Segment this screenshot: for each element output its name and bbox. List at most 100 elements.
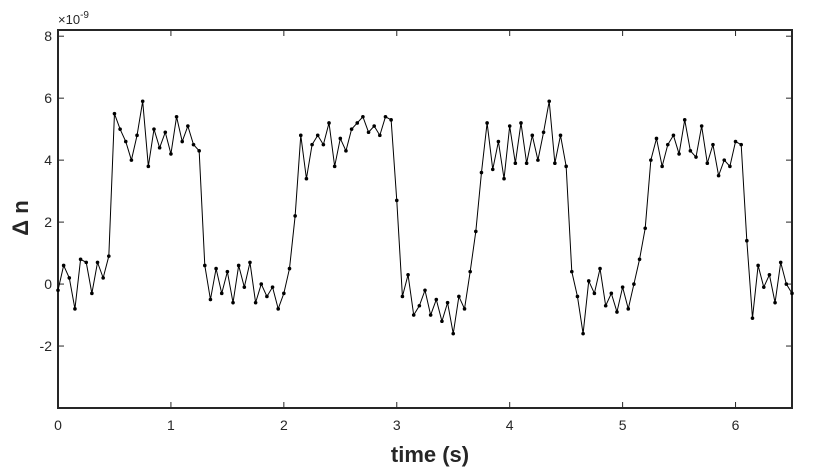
data-point — [468, 269, 472, 274]
data-point — [123, 139, 128, 144]
data-point — [219, 291, 224, 296]
data-point — [694, 155, 698, 159]
data-point — [400, 294, 405, 299]
data-point — [660, 164, 664, 169]
x-tick-label: 4 — [506, 417, 514, 433]
data-point — [293, 214, 297, 218]
data-point — [112, 111, 117, 116]
data-point — [716, 173, 721, 178]
data-point — [423, 288, 427, 293]
data-point — [157, 145, 162, 150]
data-point — [564, 164, 568, 169]
data-point — [417, 303, 422, 308]
data-point — [56, 288, 60, 293]
plot-frame — [57, 29, 793, 409]
data-point — [253, 300, 258, 305]
data-point — [603, 303, 608, 308]
data-point — [637, 257, 642, 262]
data-point — [767, 272, 772, 277]
y-tick-label: 2 — [44, 214, 52, 230]
data-point — [383, 114, 388, 119]
x-tick-label: 5 — [619, 417, 627, 433]
x-tick-label: 1 — [167, 417, 175, 433]
data-point — [547, 99, 552, 104]
data-point — [298, 133, 303, 138]
y-tick-label: -2 — [40, 338, 53, 354]
data-point — [728, 164, 732, 169]
data-point — [73, 307, 77, 311]
data-point — [265, 294, 269, 299]
data-point — [378, 133, 382, 138]
data-point — [665, 142, 670, 147]
data-point — [451, 331, 456, 336]
data-point — [592, 291, 597, 296]
data-point — [632, 282, 636, 286]
data-point — [570, 269, 574, 274]
x-tick-label: 0 — [54, 417, 62, 433]
data-point — [474, 229, 478, 234]
data-point — [84, 260, 89, 265]
data-point — [372, 124, 376, 128]
data-point — [609, 291, 614, 296]
x-tick-label: 2 — [280, 417, 288, 433]
data-point — [790, 291, 794, 296]
data-point — [282, 291, 286, 296]
data-point — [208, 297, 213, 302]
data-point — [490, 167, 495, 172]
data-point — [107, 254, 111, 258]
data-point — [457, 294, 461, 299]
data-point — [620, 285, 625, 289]
data-point — [649, 158, 653, 162]
data-point — [186, 124, 190, 128]
data-point — [310, 142, 314, 147]
data-point — [411, 313, 416, 317]
data-point — [756, 263, 760, 268]
data-line — [57, 101, 793, 334]
data-point — [270, 285, 275, 289]
data-point — [654, 136, 659, 141]
data-point — [530, 133, 535, 138]
data-point — [67, 276, 72, 280]
data-point — [553, 161, 557, 166]
y-tick-label: 6 — [44, 90, 52, 106]
data-point — [485, 121, 489, 125]
data-point — [598, 266, 602, 271]
data-point — [129, 158, 134, 162]
data-point — [502, 176, 506, 181]
data-point — [140, 99, 145, 104]
data-point — [366, 130, 371, 135]
data-point — [203, 263, 207, 268]
data-point — [78, 257, 83, 262]
data-point — [169, 152, 173, 156]
data-point — [406, 272, 410, 277]
data-point — [338, 136, 343, 141]
x-tick-label: 3 — [393, 417, 401, 433]
data-point — [440, 319, 444, 324]
data-point — [349, 127, 354, 131]
data-point — [276, 307, 281, 311]
data-point — [248, 260, 252, 265]
data-point — [146, 164, 151, 169]
data-point — [496, 139, 501, 144]
data-point — [462, 307, 467, 311]
data-point — [643, 226, 647, 231]
data-point — [101, 276, 105, 280]
data-point — [784, 282, 789, 286]
data-point — [180, 139, 185, 144]
data-point — [135, 133, 139, 138]
y-exponent: ×10-9 — [58, 10, 89, 27]
x-axis-label: time (s) — [391, 442, 469, 467]
data-point — [118, 127, 122, 131]
data-point — [773, 300, 777, 305]
data-point — [733, 139, 738, 144]
data-point — [479, 170, 484, 175]
data-point — [575, 294, 580, 299]
data-point — [225, 269, 230, 274]
y-tick-label: 0 — [44, 276, 52, 292]
data-point — [355, 121, 360, 125]
data-point — [677, 152, 681, 156]
data-point — [287, 266, 292, 271]
x-tick-label: 6 — [732, 417, 740, 433]
data-point — [519, 121, 523, 125]
data-point — [315, 133, 320, 138]
